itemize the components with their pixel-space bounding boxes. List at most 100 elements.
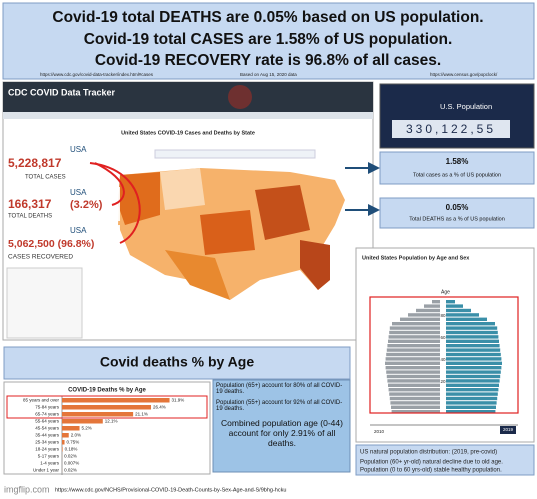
ratio-value: 1.58%: [446, 157, 469, 166]
pyramid-bar-male: [386, 374, 440, 379]
pyramid-bar-female: [446, 308, 471, 313]
pyramid-bar-male: [416, 308, 440, 313]
bar: [62, 426, 80, 431]
pyramid-bars: 80 60 40 20: [385, 300, 502, 414]
note: Population (65+) account for 80% of all …: [216, 383, 343, 395]
value-label: 0.02%: [64, 468, 77, 473]
recovered-box: [5, 225, 120, 265]
year-marker: [500, 426, 516, 434]
bar: [62, 447, 63, 452]
pyramid-bar-male: [386, 348, 440, 352]
pyramid-bar-male: [389, 396, 440, 401]
ratio-label: Total cases as a % of US population: [413, 172, 501, 178]
y-tick-label: 45-54 years: [35, 426, 60, 431]
highlight: [6, 395, 208, 419]
section-title: Covid deaths % by Age: [100, 354, 255, 370]
pyramid-bar-male: [390, 401, 440, 405]
cdc-heading: United States COVID-19 Cases and Deaths …: [121, 130, 255, 136]
y-tick-label: 1-4 years: [40, 461, 60, 466]
map-region: [255, 185, 310, 240]
ratio-box: [379, 197, 535, 229]
pyramid-bar-male: [392, 322, 440, 326]
value-label: 0.75%: [67, 440, 80, 445]
pyramid-bar-female: [446, 383, 499, 387]
us-map: [118, 168, 345, 300]
natural-box: [355, 444, 535, 476]
y-tick-label: 5-17 years: [38, 454, 60, 459]
pyramid-bar-male: [400, 317, 440, 321]
bar: [62, 419, 103, 424]
region: USA: [70, 188, 87, 197]
cdc-nav: [3, 112, 373, 119]
counter-bg: [392, 120, 510, 138]
deaths-box: [5, 187, 120, 221]
source: https://www.cdc.gov/covid-data-tracker/i…: [40, 72, 154, 77]
pyramid-bar-female: [446, 405, 496, 409]
y-tick-label: 18-24 years: [35, 447, 60, 452]
state-table: [6, 267, 83, 339]
pyramid-bar-female: [446, 344, 500, 348]
deaths-value: 166,317: [8, 197, 52, 211]
deaths-label: TOTAL DEATHS: [8, 214, 52, 220]
pyramid-bar-female: [446, 304, 463, 308]
source: https://www.census.gov/popclock/: [430, 72, 498, 77]
notes-box: [212, 379, 351, 473]
pyramid-bar-male: [385, 366, 440, 370]
highlight: [369, 296, 519, 414]
natural-text: Population (60+ yr-old) natural decline …: [360, 460, 503, 466]
age-label: Age: [441, 289, 450, 295]
y-tick-label: 85 years and over: [23, 398, 60, 403]
pyramid-bar-female: [446, 300, 455, 304]
recovered-value: 5,062,500 (96.8%): [8, 238, 94, 250]
virus-image: [228, 85, 252, 109]
note: Population (55+) account for 92% of all …: [216, 400, 343, 412]
y-tick-label: 65-74 years: [35, 412, 60, 417]
pyramid-bar-female: [446, 357, 502, 361]
notes: Population (65+) account for 80% of all …: [216, 383, 348, 448]
value-label: 21.1%: [135, 412, 148, 417]
year-label: 2019: [503, 427, 514, 432]
map-region: [300, 240, 330, 290]
pyramid-bar-female: [446, 361, 502, 365]
chart-title: COVID-19 Deaths % by Age: [68, 388, 146, 394]
pyramid-bar-female: [446, 330, 498, 335]
year-label: 2010: [374, 429, 385, 434]
header-line: Covid-19 RECOVERY rate is 96.8% of all c…: [95, 52, 441, 69]
pyramid-bar-female: [446, 379, 500, 383]
pyramid-title: United States Population by Age and Sex: [362, 255, 470, 261]
population-title: U.S. Population: [440, 102, 492, 111]
arrow: [94, 162, 125, 206]
y-tick-label: Under 1 year: [33, 468, 60, 473]
cdc-title: CDC COVID Data Tracker: [8, 87, 116, 97]
population-box: [379, 83, 535, 149]
population-counter: 330,122,55: [406, 122, 496, 136]
bar: [62, 412, 134, 417]
y-tick-label: 25-34 years: [35, 440, 60, 445]
map-region: [165, 250, 230, 300]
pyramid-bar-female: [446, 392, 498, 396]
cdc-banner: [3, 82, 373, 112]
pyramid-bar-male: [388, 388, 440, 392]
section-box: [3, 346, 351, 380]
region: USA: [70, 226, 87, 235]
source: https://www.cdc.gov/NCHS/Provisional-COV…: [55, 487, 286, 493]
age-tick: 40: [440, 357, 446, 362]
age-tick: 80: [440, 313, 446, 318]
pyramid-bar-male: [388, 383, 440, 387]
value-label: 12.1%: [105, 419, 118, 424]
pyramid-bar-male: [389, 326, 440, 330]
bar: [62, 433, 69, 438]
pyramid-bar-female: [446, 348, 501, 352]
age-tick: 60: [440, 335, 446, 340]
header-line: Covid-19 total DEATHS are 0.05% based on…: [52, 9, 483, 26]
header-box: [2, 2, 535, 80]
pyramid-bar-male: [432, 300, 440, 304]
pyramid-bar-female: [446, 335, 499, 339]
cases-box: [5, 143, 105, 183]
pyramid-bar-male: [386, 370, 440, 374]
y-tick-label: 35-44 years: [35, 433, 60, 438]
pyramid-bar-female: [446, 388, 499, 392]
pyramid-bar-female: [446, 339, 499, 343]
notes-text: Population (65+) account for 80% of all …: [216, 383, 348, 448]
